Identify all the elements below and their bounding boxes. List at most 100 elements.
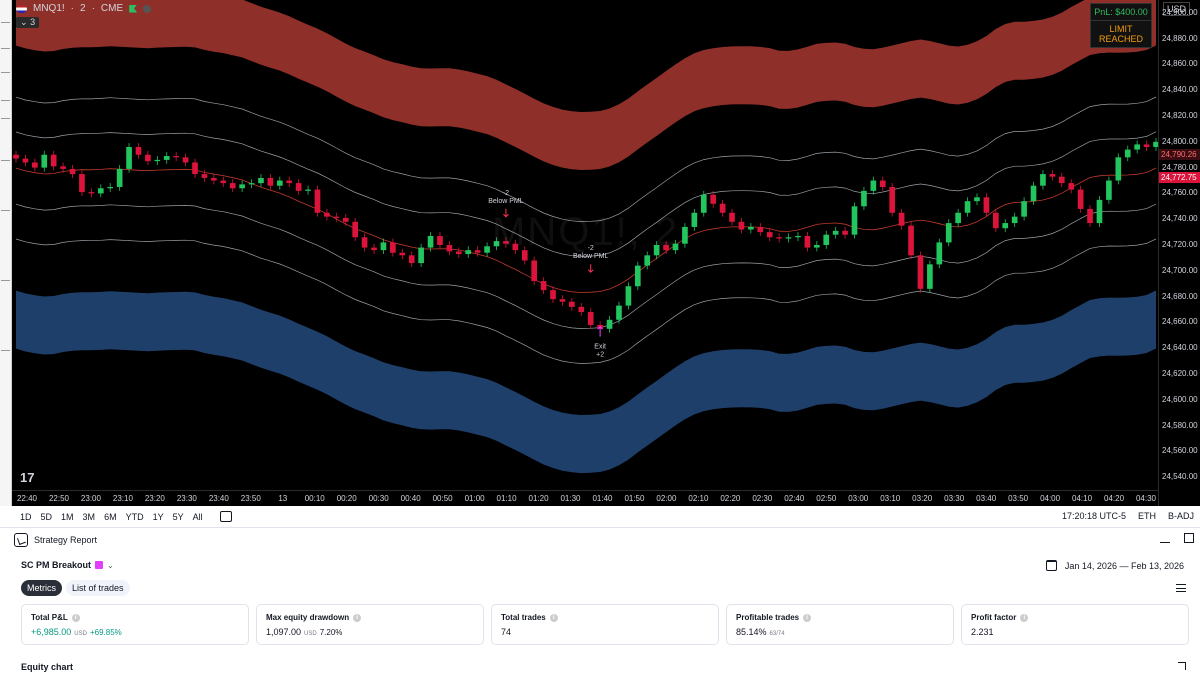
candle-body [1040,174,1046,186]
minimize-icon[interactable] [1160,533,1170,543]
range-1d-button[interactable]: 1D [20,511,32,522]
list-view-icon[interactable] [1176,584,1186,592]
price-axis[interactable]: USD 24,900.00 24,880.00 24,860.00 24,840.00… [1158,0,1200,506]
signal-label: Below PML [573,253,609,260]
info-icon[interactable]: i [803,613,812,622]
chart-pane[interactable]: -2 Below PML -2 Below PML +2 Exit MNQ1! · 2 ·… [12,0,1158,490]
candle-body [220,180,227,184]
candle-body [342,217,349,222]
chevron-down-icon: ⌄ [20,17,28,27]
go-to-date-icon[interactable] [219,511,232,522]
range-all-button[interactable]: All [192,511,203,522]
symbol-header[interactable]: MNQ1! · 2 · CME [16,3,152,14]
candle-body [145,154,151,162]
candle-body [295,183,302,191]
candle-body [861,190,867,207]
info-icon[interactable]: i [71,613,80,622]
tradingview-logo[interactable]: 17 [20,470,35,485]
candle-body [672,243,679,251]
candle-body [13,154,19,159]
time-tick-label: 02:50 [816,494,837,503]
metric-unit: USD [304,631,317,637]
candle-body [1077,189,1084,209]
tab-list-of-trades[interactable]: List of trades [66,580,130,596]
range-3m-button[interactable]: 3M [82,511,96,522]
adjustment-toggle[interactable]: B-ADJ [1167,511,1194,521]
metric-card-profitable-trades: Profitable trades i 85.14% 63/74 [726,604,954,645]
symbol-interval[interactable]: 2 [80,3,86,14]
bottom-toolbar: 1D 5D 1M 3M 6M YTD 1Y 5Y All 17:20:18 UT… [0,506,1200,528]
tab-strategy-report[interactable]: Strategy Report [14,533,97,547]
candle-body [211,177,217,181]
candle-body [32,162,38,168]
signal-label: Below PML [488,198,524,205]
candle-body [766,232,773,238]
tab-metrics[interactable]: Metrics [21,580,62,596]
candle-body [154,159,161,162]
candle-body [625,286,632,306]
clock-time[interactable]: 17:20:18 UTC-5 [1061,511,1126,521]
time-tick-label: 01:30 [560,494,581,503]
drawing-toolbar-strip[interactable] [0,0,12,506]
candle-body [1096,199,1103,224]
session-toggle[interactable]: ETH [1137,511,1156,521]
strategy-selector[interactable]: SC PM Breakout ⌄ [21,560,114,570]
date-range-picker[interactable]: Jan 14, 2026 — Feb 13, 2026 [1045,560,1184,571]
time-tick-label: 13 [278,494,288,503]
candle-body [126,147,132,169]
signal-qty: +2 [596,352,604,359]
time-tick-label: 03:20 [912,494,933,503]
expand-icon[interactable] [1178,662,1186,670]
indicators-toggle[interactable]: ⌄ 3 [16,17,40,28]
candle-body [578,306,585,313]
time-tick-label: 01:20 [528,494,549,503]
range-1m-button[interactable]: 1M [61,511,74,522]
candle-body [616,305,622,320]
candle-body [493,241,500,247]
candle-body [559,299,566,302]
strategy-name: SC PM Breakout [21,560,92,570]
candle-body [182,157,189,163]
range-1y-button[interactable]: 1Y [152,511,164,522]
price-tick-label: 24,580.00 [1162,420,1198,430]
candle-body [267,177,274,186]
info-icon[interactable]: i [1020,613,1029,622]
candle-body [634,265,641,287]
time-tick-label: 03:40 [976,494,997,503]
candle-body [1124,149,1131,158]
range-6m-button[interactable]: 6M [104,511,117,522]
candle-body [964,201,971,213]
time-tick-label: 04:00 [1040,494,1061,503]
symbol-watermark: MNQ1!, 2 [492,210,680,254]
candle-body [484,246,490,253]
info-icon[interactable]: i [353,613,362,622]
symbol-name[interactable]: MNQ1! [33,3,65,14]
range-5y-button[interactable]: 5Y [172,511,184,522]
buy-arrow-icon [597,325,603,337]
date-range-text: Jan 14, 2026 — Feb 13, 2026 [1064,560,1184,571]
metric-cards: Total P&L i +6,985.00 USD +69.85% Max equit… [21,604,1189,645]
price-tick-label: 24,800.00 [1162,136,1198,146]
candle-body [1002,223,1009,229]
time-tick-label: 03:50 [1008,494,1029,503]
equity-chart-title: Equity chart [21,662,74,672]
price-tick-label: 24,560.00 [1162,446,1198,456]
range-5d-button[interactable]: 5D [40,511,53,522]
maximize-icon[interactable] [1184,533,1194,543]
report-tabs: Metrics List of trades [21,580,130,596]
strategy-badge-icon [95,561,104,569]
candle-body [286,180,293,184]
time-tick-label: 02:00 [656,494,677,503]
symbol-separator: · [70,3,75,14]
time-axis[interactable]: 22:40 22:50 23:00 23:10 23:20 23:30 23:40 23:50… [12,490,1158,506]
panel-controls [1160,533,1194,543]
info-icon[interactable]: i [549,613,558,622]
candle-body [691,212,698,227]
toolbar-tick [1,72,10,73]
candle-body [248,183,255,185]
currency-selector[interactable]: USD [1163,2,1191,16]
range-ytd-button[interactable]: YTD [125,511,144,522]
candle-body [399,252,406,256]
chevron-down-icon: ⌄ [107,560,114,570]
